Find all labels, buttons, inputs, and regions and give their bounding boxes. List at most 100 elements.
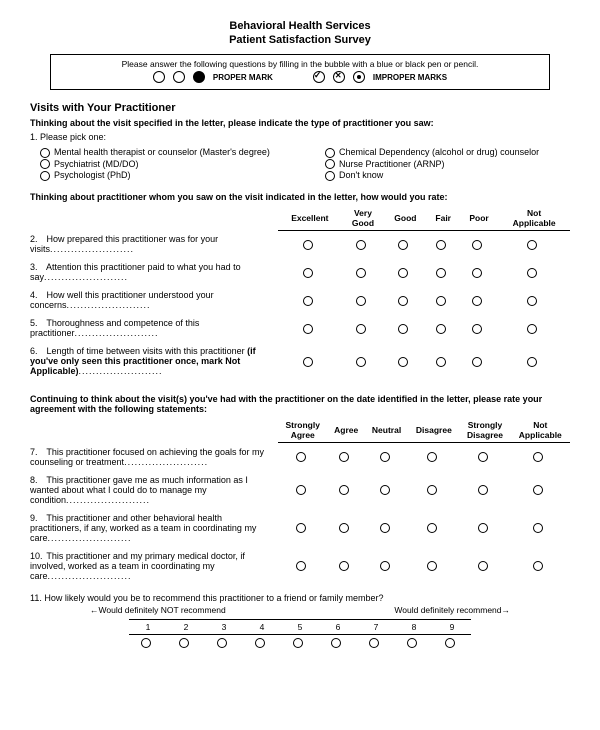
rating-radio[interactable] xyxy=(339,452,349,462)
scale-number: 3 xyxy=(205,619,243,634)
scale-radio[interactable] xyxy=(369,638,379,648)
radio-icon[interactable] xyxy=(40,171,50,181)
q1-option[interactable]: Chemical Dependency (alcohol or drug) co… xyxy=(325,147,570,158)
rating-radio[interactable] xyxy=(478,452,488,462)
rating-radio[interactable] xyxy=(303,357,313,367)
scale-radio[interactable] xyxy=(445,638,455,648)
rating-radio[interactable] xyxy=(296,452,306,462)
rating-radio[interactable] xyxy=(303,296,313,306)
rating-radio[interactable] xyxy=(472,240,482,250)
rating-radio[interactable] xyxy=(356,268,366,278)
col-header: VeryGood xyxy=(342,206,384,231)
question-stub: 9. This practitioner and other behaviora… xyxy=(30,509,278,547)
rating-radio[interactable] xyxy=(296,485,306,495)
scale-number: 2 xyxy=(167,619,205,634)
rating1-table: ExcellentVeryGoodGoodFairPoorNotApplicab… xyxy=(30,206,570,381)
rating2-table: StronglyAgreeAgreeNeutralDisagreeStrongl… xyxy=(30,418,570,585)
rating-radio[interactable] xyxy=(533,561,543,571)
rating-radio[interactable] xyxy=(472,357,482,367)
rating-radio[interactable] xyxy=(303,268,313,278)
rating-radio[interactable] xyxy=(398,240,408,250)
rating-radio[interactable] xyxy=(472,324,482,334)
bubble-check-icon xyxy=(313,71,325,83)
instruction-box: Please answer the following questions by… xyxy=(50,54,550,90)
rating-radio[interactable] xyxy=(427,561,437,571)
q11-right-label: Would definitely recommend→ xyxy=(394,605,510,615)
rating-radio[interactable] xyxy=(398,296,408,306)
scale-radio[interactable] xyxy=(407,638,417,648)
rating-radio[interactable] xyxy=(427,452,437,462)
rating-radio[interactable] xyxy=(339,485,349,495)
col-header: NotApplicable xyxy=(511,418,570,443)
rating-radio[interactable] xyxy=(398,324,408,334)
rating-radio[interactable] xyxy=(339,523,349,533)
rating-radio[interactable] xyxy=(380,523,390,533)
q1-option[interactable]: Don't know xyxy=(325,170,570,181)
q1-options-left: Mental health therapist or counselor (Ma… xyxy=(40,146,285,182)
rating-radio[interactable] xyxy=(436,240,446,250)
rating-radio[interactable] xyxy=(296,561,306,571)
instruction-text: Please answer the following questions by… xyxy=(59,59,541,69)
col-header: Neutral xyxy=(365,418,408,443)
rating-radio[interactable] xyxy=(436,268,446,278)
rating-radio[interactable] xyxy=(356,324,366,334)
radio-icon[interactable] xyxy=(325,171,335,181)
rating-radio[interactable] xyxy=(356,357,366,367)
rating-radio[interactable] xyxy=(380,485,390,495)
rating-radio[interactable] xyxy=(380,561,390,571)
rating2-lead: Continuing to think about the visit(s) y… xyxy=(30,394,570,414)
q1-label: 1. Please pick one: xyxy=(30,132,570,142)
q1-option[interactable]: Psychologist (PhD) xyxy=(40,170,285,181)
scale-radio[interactable] xyxy=(179,638,189,648)
rating-radio[interactable] xyxy=(296,523,306,533)
radio-icon[interactable] xyxy=(325,159,335,169)
rating-radio[interactable] xyxy=(472,268,482,278)
header-line1: Behavioral Health Services xyxy=(30,20,570,32)
rating-radio[interactable] xyxy=(527,357,537,367)
rating-radio[interactable] xyxy=(427,485,437,495)
scale-radio[interactable] xyxy=(255,638,265,648)
rating-radio[interactable] xyxy=(356,240,366,250)
rating-radio[interactable] xyxy=(398,268,408,278)
scale-radio[interactable] xyxy=(331,638,341,648)
rating-radio[interactable] xyxy=(527,268,537,278)
q1-option[interactable]: Psychiatrist (MD/DO) xyxy=(40,159,285,170)
rating-radio[interactable] xyxy=(356,296,366,306)
col-header: NotApplicable xyxy=(498,206,570,231)
rating-radio[interactable] xyxy=(533,452,543,462)
bubble-empty-icon xyxy=(153,71,165,83)
rating-radio[interactable] xyxy=(533,523,543,533)
scale-number: 8 xyxy=(395,619,433,634)
rating-radio[interactable] xyxy=(303,240,313,250)
rating-radio[interactable] xyxy=(427,523,437,533)
col-header: Good xyxy=(384,206,426,231)
rating-radio[interactable] xyxy=(436,357,446,367)
rating-radio[interactable] xyxy=(436,324,446,334)
q1-lead: Thinking about the visit specified in th… xyxy=(30,118,570,128)
scale-radio[interactable] xyxy=(293,638,303,648)
rating-radio[interactable] xyxy=(303,324,313,334)
col-header: Excellent xyxy=(278,206,342,231)
rating-radio[interactable] xyxy=(527,324,537,334)
rating-radio[interactable] xyxy=(436,296,446,306)
radio-icon[interactable] xyxy=(40,159,50,169)
rating-radio[interactable] xyxy=(527,296,537,306)
rating-radio[interactable] xyxy=(533,485,543,495)
rating-radio[interactable] xyxy=(478,523,488,533)
col-header: Fair xyxy=(427,206,460,231)
rating-radio[interactable] xyxy=(380,452,390,462)
rating-radio[interactable] xyxy=(478,561,488,571)
q1-option[interactable]: Nurse Practitioner (ARNP) xyxy=(325,159,570,170)
scale-radio[interactable] xyxy=(217,638,227,648)
radio-icon[interactable] xyxy=(325,148,335,158)
rating-radio[interactable] xyxy=(472,296,482,306)
rating-radio[interactable] xyxy=(398,357,408,367)
section-title: Visits with Your Practitioner xyxy=(30,102,570,114)
rating-radio[interactable] xyxy=(527,240,537,250)
rating-radio[interactable] xyxy=(478,485,488,495)
scale-radio[interactable] xyxy=(141,638,151,648)
radio-icon[interactable] xyxy=(40,148,50,158)
bubble-empty-icon xyxy=(173,71,185,83)
rating-radio[interactable] xyxy=(339,561,349,571)
q1-option[interactable]: Mental health therapist or counselor (Ma… xyxy=(40,147,285,158)
